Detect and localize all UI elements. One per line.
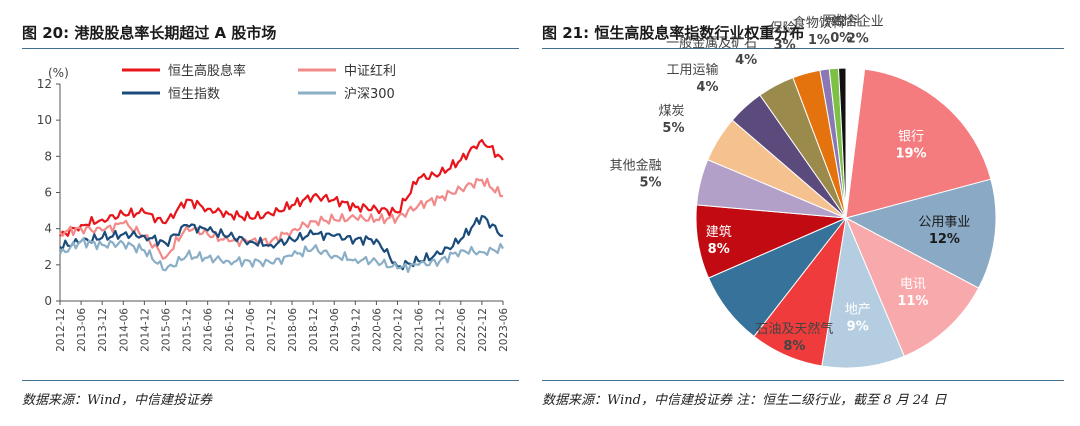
y-tick-label: 8	[44, 149, 52, 163]
y-tick-label: 10	[37, 113, 52, 127]
slice-percent: 4%	[735, 53, 757, 68]
series-line-1	[59, 139, 504, 237]
bottom-rule-right	[542, 380, 1064, 381]
x-tick-label: 2012-12	[55, 308, 67, 352]
x-tick-label: 2016-12	[224, 308, 236, 352]
x-tick-label: 2015-06	[160, 308, 172, 352]
slice-percent: 4%	[696, 80, 718, 95]
y-tick-label: 4	[44, 222, 52, 236]
pie-slice-4	[844, 216, 980, 357]
x-tick-label: 2017-12	[266, 308, 278, 352]
slice-label: 公用事业	[918, 215, 970, 230]
legend-label: 恒生指数	[168, 87, 220, 102]
slice-label: 建筑	[706, 224, 732, 240]
x-tick-label: 2018-06	[287, 308, 299, 352]
slice-label: 食物饮料	[793, 15, 845, 31]
slice-percent: 19%	[895, 146, 926, 161]
x-tick-label: 2014-12	[139, 308, 151, 352]
slice-percent: 9%	[847, 319, 869, 334]
pie-slice-16	[837, 67, 847, 219]
top-rule-right	[542, 48, 1064, 49]
pie-slice-2	[845, 68, 992, 219]
right-chart-title: 图 21: 恒生高股息率指数行业权重分布	[542, 24, 805, 42]
source-note-left: 数据来源：Wind，中信建投证券	[22, 393, 212, 408]
x-tick-label: 2013-06	[76, 308, 88, 352]
slice-label: 银行	[898, 129, 924, 144]
x-tick-label: 2022-06	[456, 308, 468, 352]
slice-percent: 3%	[774, 38, 796, 53]
x-tick-label: 2017-06	[245, 308, 257, 352]
y-unit-label: (%)	[48, 66, 69, 80]
slice-label: 其他金融	[610, 157, 662, 173]
slice-label: 地产	[845, 302, 871, 317]
slice-label: 煤炭	[658, 104, 684, 119]
slice-label: 原材料	[822, 14, 861, 29]
legend-label: 中证红利	[344, 63, 396, 79]
slice-percent: 0%	[830, 31, 852, 46]
legend-label: 沪深300	[344, 86, 395, 102]
x-tick-label: 2020-12	[393, 308, 405, 352]
x-tick-label: 2019-06	[329, 308, 341, 352]
line-chart: (%) 0 2 4 6 8 10 12 2012-12 2013-06 2013-12 2014-06…	[37, 63, 510, 352]
y-tick-label: 6	[44, 186, 52, 200]
legend-label: 恒生高股息率	[168, 63, 246, 79]
left-chart-title: 图 20: 港股股息率长期超过 A 股市场	[22, 24, 277, 42]
x-tick-label: 2014-06	[118, 308, 130, 352]
x-tick-label: 2013-12	[97, 308, 109, 352]
slice-label: 保险	[770, 21, 796, 36]
x-tick-label: 2015-12	[182, 308, 194, 352]
slice-percent: 5%	[640, 175, 662, 190]
series-line-4	[59, 237, 504, 273]
series-line-3	[59, 214, 504, 271]
slice-percent: 8%	[708, 242, 730, 257]
pie-chart: 综合企业 2% 银行 19% 公用事业 12% 电讯 11% 地产 9% 石油及天然气 8% 建筑 8% 其…	[610, 13, 997, 369]
x-tick-label: 2022-12	[477, 308, 489, 352]
x-tick-label: 2021-06	[414, 308, 426, 352]
x-tick-label: 2016-06	[203, 308, 215, 352]
x-tick-label: 2023-06	[498, 308, 510, 352]
slice-label: 石油及天然气	[755, 321, 833, 337]
x-tick-label: 2019-12	[350, 308, 362, 352]
slice-percent: 11%	[897, 294, 928, 309]
slice-label: 一般金属及矿石	[666, 35, 757, 51]
x-tick-label: 2021-12	[435, 308, 447, 352]
slice-percent: 1%	[808, 33, 830, 48]
pie-slice-3	[844, 178, 997, 289]
y-tick-label: 0	[44, 294, 52, 308]
y-tick-label: 12	[37, 77, 52, 91]
x-tick-label: 2018-12	[308, 308, 320, 352]
pie-slice-5	[821, 216, 905, 369]
slice-percent: 8%	[783, 339, 805, 354]
slice-label: 综合企业	[832, 13, 884, 29]
slice-percent: 12%	[929, 232, 960, 247]
source-note-right: 数据来源：Wind，中信建投证券 注：恒生二级行业，截至 8 月 24 日	[542, 393, 947, 408]
top-rule-left	[22, 48, 519, 49]
y-tick-label: 2	[44, 258, 52, 272]
slice-label: 工用运输	[666, 62, 718, 78]
slice-percent: 5%	[662, 121, 684, 136]
slice-label: 电讯	[900, 277, 926, 292]
slice-percent: 2%	[847, 31, 869, 46]
bottom-rule-left	[22, 380, 519, 381]
x-tick-label: 2020-06	[371, 308, 383, 352]
